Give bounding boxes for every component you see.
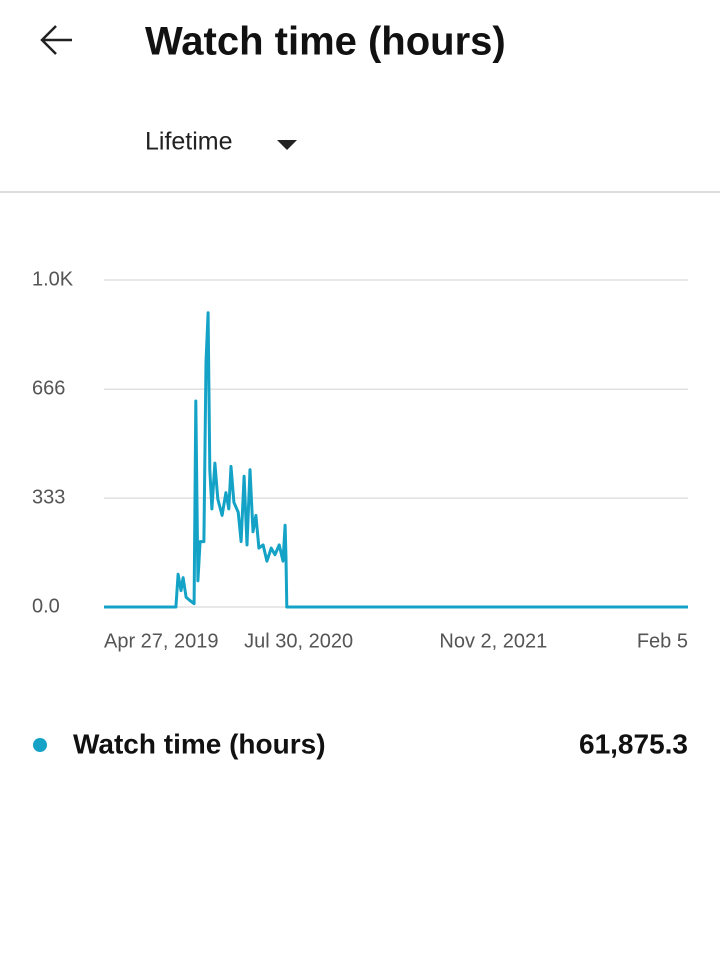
x-tick-label: Nov 2, 2021 [439,630,547,652]
total-value: 61,875.3 [579,728,688,759]
page-title: Watch time (hours) [145,20,506,64]
y-tick-label: 1.0K [32,268,74,290]
dropdown-label[interactable]: Lifetime [145,128,233,156]
x-tick-label: Jul 30, 2020 [244,630,353,652]
dropdown-caret[interactable] [277,140,297,150]
back-button[interactable] [40,25,72,55]
period-dropdown[interactable]: Lifetime [145,128,297,156]
chart: 0.0 333 666 1.0K Apr 27, 2019 Jul 30, 2020 Nov… [32,268,688,652]
data-line [104,311,688,609]
legend-dot [33,738,47,752]
y-tick-label: 0.0 [32,595,60,617]
y-tick-label: 333 [32,486,65,508]
back-arrow[interactable] [40,25,72,55]
x-tick-label: Feb 5 [637,630,688,652]
x-tick-label: Apr 27, 2019 [104,630,219,652]
y-tick-label: 666 [32,377,65,399]
legend-label: Watch time (hours) [73,728,326,759]
